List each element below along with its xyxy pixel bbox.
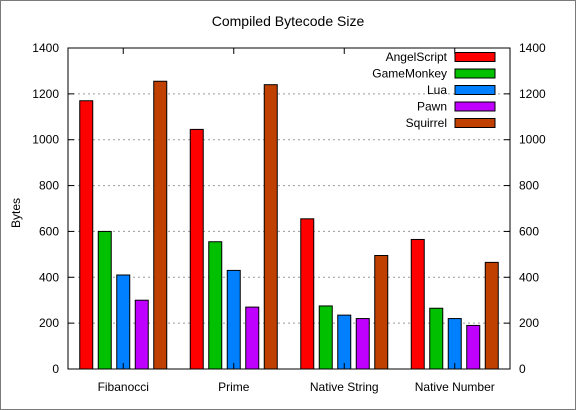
y-tick-label-right: 1400	[519, 41, 546, 55]
y-tick-label-right: 200	[519, 316, 539, 330]
y-tick-label-right: 800	[519, 179, 539, 193]
category-label: Native String	[310, 380, 379, 394]
bar-series	[79, 80, 499, 370]
y-tick-label: 0	[52, 362, 59, 376]
bar-gamemonkey	[318, 305, 333, 370]
legend-swatch	[454, 52, 496, 62]
bar-gamemonkey	[208, 241, 223, 370]
y-tick-label-right: 1000	[519, 133, 546, 147]
legend-label: Pawn	[417, 100, 447, 114]
bar-pawn	[245, 306, 260, 370]
bar-pawn	[134, 299, 149, 370]
legend-label: GameMonkey	[372, 67, 447, 81]
legend-label: Lua	[427, 83, 447, 97]
category-labels: Fibanocci Prime Native String Native Number	[98, 380, 495, 394]
bar-angelscript	[410, 238, 425, 370]
y-tick-label: 1400	[32, 41, 59, 55]
y-tick-label: 800	[39, 179, 59, 193]
legend-swatch	[454, 118, 496, 128]
chart-title: Compiled Bytecode Size	[212, 13, 365, 29]
y-tick-label-right: 1200	[519, 87, 546, 101]
bar-angelscript	[300, 218, 315, 370]
legend: AngelScript GameMonkey Lua Pawn Squirrel	[372, 50, 496, 130]
legend-label: Squirrel	[406, 116, 447, 130]
category-label: Fibanocci	[98, 380, 149, 394]
axes	[67, 47, 511, 370]
bar-pawn	[466, 324, 481, 370]
bar-squirrel	[374, 255, 389, 370]
legend-swatch	[454, 101, 496, 112]
y-tick-label: 600	[39, 224, 59, 238]
bar-angelscript	[79, 100, 94, 370]
y-tick-label: 1000	[32, 133, 59, 147]
y-tick-label-right: 0	[519, 362, 526, 376]
y-tick-label: 200	[39, 316, 59, 330]
y-tick-label-right: 600	[519, 224, 539, 238]
category-label: Prime	[218, 380, 250, 394]
bar-lua	[337, 314, 352, 370]
bar-lua	[116, 274, 131, 370]
bar-lua	[447, 318, 462, 370]
bar-angelscript	[189, 128, 204, 370]
y-axis-label: Bytes	[9, 198, 23, 228]
bar-squirrel	[263, 84, 278, 370]
y-tick-label: 1200	[32, 87, 59, 101]
y-tick-label-right: 400	[519, 270, 539, 284]
legend-swatch	[454, 85, 496, 95]
legend-label: AngelScript	[386, 50, 448, 64]
left-tick-labels: 0 200 400 600 800 1000 1200 1400	[32, 41, 59, 376]
legend-swatch	[454, 68, 496, 79]
bar-squirrel	[484, 261, 499, 370]
bar-squirrel	[153, 80, 168, 370]
y-tick-label: 400	[39, 270, 59, 284]
bar-pawn	[355, 318, 370, 370]
bar-lua	[226, 269, 241, 370]
category-label: Native Number	[415, 380, 495, 394]
plot-border	[67, 47, 511, 370]
right-tick-labels: 0 200 400 600 800 1000 1200 1400	[519, 41, 546, 376]
bar-gamemonkey	[97, 230, 112, 370]
gridlines	[68, 93, 510, 324]
bar-gamemonkey	[429, 307, 444, 370]
